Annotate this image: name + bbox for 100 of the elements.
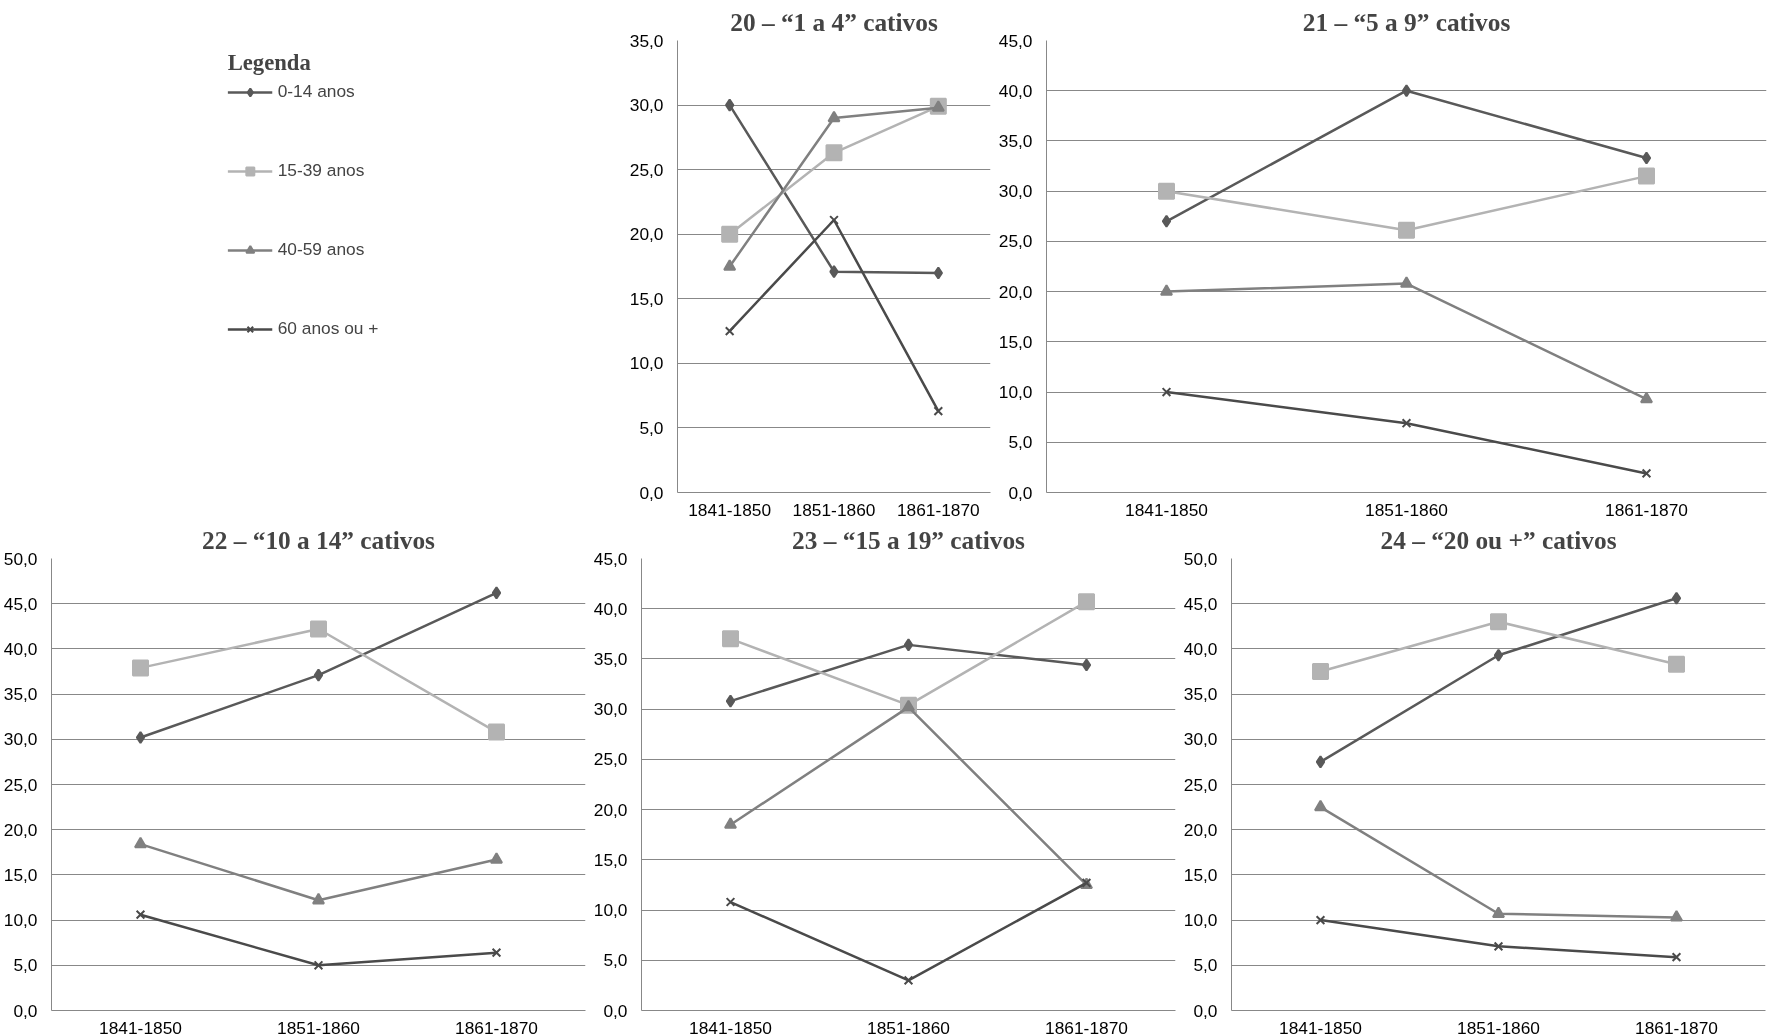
point xyxy=(313,960,324,971)
y-tick-label: 30,0 xyxy=(998,181,1033,202)
y-tick-label: 25,0 xyxy=(998,231,1033,252)
point xyxy=(933,266,943,280)
point xyxy=(135,909,146,920)
y-tick-label: 5,0 xyxy=(603,950,628,971)
y-tick-label: 40,0 xyxy=(3,638,38,659)
x-tick-label: 1861-1870 xyxy=(1635,1017,1718,1036)
point xyxy=(313,668,324,682)
y-tick-label: 5,0 xyxy=(13,955,38,976)
point xyxy=(1314,799,1327,812)
point xyxy=(725,98,735,112)
x-tick-label: 1861-1870 xyxy=(1605,499,1688,520)
y-tick-label: 0,0 xyxy=(639,482,664,503)
point xyxy=(1640,391,1653,404)
point xyxy=(1312,663,1329,680)
x-tick-label: 1841-1850 xyxy=(689,1017,772,1036)
x-tick-label: 1861-1870 xyxy=(455,1017,538,1036)
legend-label: 60 anos ou + xyxy=(277,318,379,339)
point xyxy=(491,947,502,958)
point xyxy=(1315,755,1326,769)
point xyxy=(1641,151,1652,165)
point xyxy=(829,215,839,225)
point xyxy=(903,975,914,986)
y-tick-label: 10,0 xyxy=(998,382,1033,403)
y-tick-label: 10,0 xyxy=(1183,910,1218,931)
chart-title: 23 – “15 a 19” cativos xyxy=(792,525,1026,554)
legend-label: 40-59 anos xyxy=(277,239,365,260)
point xyxy=(1668,655,1685,673)
x-tick-label: 1851-1860 xyxy=(792,499,876,520)
y-tick-label: 45,0 xyxy=(1183,593,1218,614)
y-tick-label: 40,0 xyxy=(998,80,1033,101)
point xyxy=(1078,593,1095,611)
point xyxy=(1160,284,1173,296)
y-tick-label: 15,0 xyxy=(1183,864,1218,885)
x-tick-label: 1851-1860 xyxy=(867,1017,950,1036)
y-tick-label: 50,0 xyxy=(1183,548,1218,569)
y-tick-label: 35,0 xyxy=(3,684,38,705)
point xyxy=(490,852,503,864)
point xyxy=(825,144,843,162)
y-tick-label: 15,0 xyxy=(3,864,38,885)
y-tick-label: 20,0 xyxy=(998,281,1033,302)
y-tick-label: 0,0 xyxy=(603,1000,628,1021)
legend-title: Legenda xyxy=(227,50,312,76)
y-tick-label: 20,0 xyxy=(593,799,628,820)
x-tick-label: 1861-1870 xyxy=(896,499,980,520)
point xyxy=(132,659,149,677)
point xyxy=(1400,276,1413,288)
y-tick-label: 30,0 xyxy=(1183,729,1218,750)
chart-title: 20 – “1 a 4” cativos xyxy=(730,7,938,36)
y-tick-label: 45,0 xyxy=(3,593,38,614)
x-tick-label: 1841-1850 xyxy=(1125,499,1208,520)
y-tick-label: 0,0 xyxy=(1008,482,1033,503)
point xyxy=(1401,84,1412,98)
y-tick-label: 10,0 xyxy=(629,353,664,374)
y-tick-label: 25,0 xyxy=(3,774,38,795)
point xyxy=(1315,915,1326,925)
y-tick-label: 50,0 xyxy=(3,548,38,569)
point xyxy=(725,897,736,907)
y-tick-label: 40,0 xyxy=(593,598,628,619)
y-tick-label: 45,0 xyxy=(593,548,628,569)
x-tick-label: 1851-1860 xyxy=(1365,499,1448,520)
point xyxy=(933,406,944,417)
y-tick-label: 35,0 xyxy=(593,648,628,669)
y-tick-label: 35,0 xyxy=(1183,684,1218,705)
y-tick-label: 30,0 xyxy=(593,699,628,720)
y-tick-label: 0,0 xyxy=(1193,1000,1218,1021)
y-tick-label: 20,0 xyxy=(3,819,38,840)
point xyxy=(1161,387,1172,397)
point xyxy=(725,694,736,708)
point xyxy=(1670,910,1683,922)
y-tick-label: 20,0 xyxy=(629,224,664,245)
y-tick-label: 0,0 xyxy=(13,1000,38,1021)
legend-label: 15-39 anos xyxy=(277,160,365,181)
point xyxy=(1492,906,1505,918)
x-tick-label: 1851-1860 xyxy=(277,1017,360,1036)
point xyxy=(1398,221,1415,239)
y-tick-label: 5,0 xyxy=(1193,955,1218,976)
point xyxy=(722,630,739,648)
point xyxy=(488,723,505,741)
x-tick-label: 1841-1850 xyxy=(688,499,772,520)
point xyxy=(312,892,325,905)
x-tick-label: 1851-1860 xyxy=(1457,1017,1540,1036)
x-tick-label: 1861-1870 xyxy=(1045,1017,1128,1036)
legend-label: 0-14 anos xyxy=(277,81,355,102)
point xyxy=(135,730,146,744)
point xyxy=(721,225,739,243)
y-tick-label: 35,0 xyxy=(629,30,664,51)
point xyxy=(1641,468,1652,479)
y-tick-label: 25,0 xyxy=(629,159,664,180)
y-tick-label: 25,0 xyxy=(1183,774,1218,795)
y-tick-label: 15,0 xyxy=(593,849,628,870)
point xyxy=(1490,613,1507,631)
point xyxy=(1081,658,1092,672)
point xyxy=(134,836,147,849)
point xyxy=(827,110,841,123)
y-tick-label: 45,0 xyxy=(998,30,1033,51)
y-tick-label: 15,0 xyxy=(998,331,1033,352)
point xyxy=(1158,182,1175,200)
point xyxy=(491,586,502,600)
